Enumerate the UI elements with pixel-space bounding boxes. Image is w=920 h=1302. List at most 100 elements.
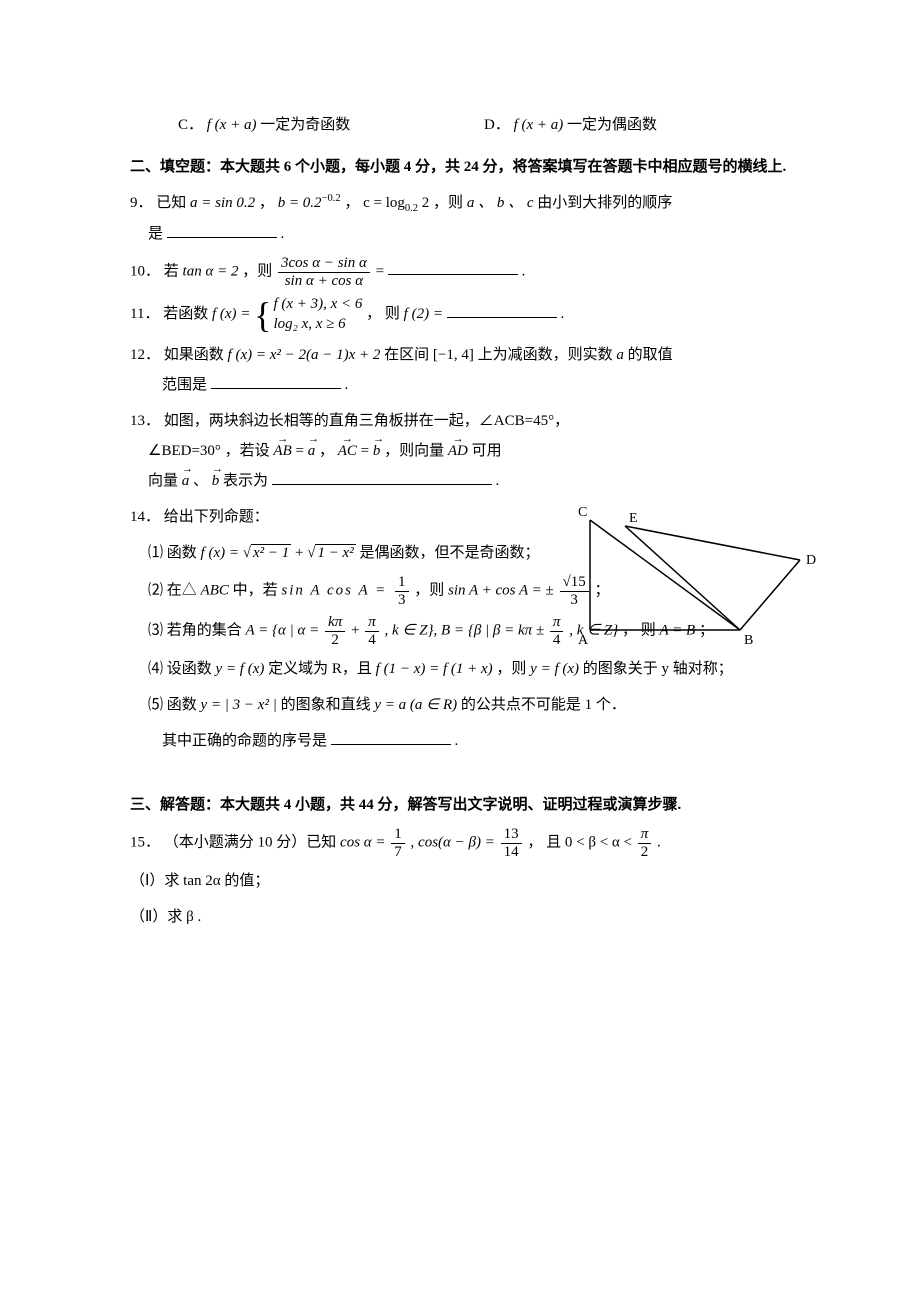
q15-cosA: cos α =: [340, 834, 389, 850]
q13-num: 13．: [130, 413, 160, 429]
q10-pre: 若: [164, 263, 183, 279]
q13-repr: 表示为: [223, 473, 268, 489]
q14-p1-pre: 函数: [167, 545, 201, 561]
q15-pre: （本小题满分 10 分）已知: [164, 834, 340, 850]
q11-fx: f (x) =: [212, 306, 254, 322]
option-d-expr: f (x + a): [514, 117, 564, 133]
q14-p1-tail: 是偶函数，但不是奇函数；: [359, 545, 539, 561]
q12-blank: [211, 373, 341, 389]
q14-p3-A: A = {α | α =: [246, 622, 324, 638]
q11: 11． 若函数 f (x) = { f (x + 3), x < 6 log₂ …: [130, 295, 790, 334]
q15-sep: ,: [411, 834, 419, 850]
q14-p1-fx: f (x) =: [201, 545, 243, 561]
q14-p4-tail: 的图象关于 y 轴对称；: [583, 661, 733, 677]
q11-pre: 若函数: [163, 306, 212, 322]
q11-period: .: [560, 306, 564, 322]
q14-p4-mid2: ，则: [496, 661, 530, 677]
q14-p5-tail: 的公共点不可能是 1 个．: [461, 697, 626, 713]
q13-AC: AC: [338, 436, 357, 466]
q14-p3-fracA: kπ 2: [325, 614, 345, 648]
q15-f1: 1 7: [391, 826, 405, 860]
q14-conc-pre: 其中正确的命题的序号是: [162, 733, 327, 749]
q13-sep: ，: [319, 443, 338, 459]
q10-tan: tan α = 2: [183, 263, 239, 279]
q13-figure: ABCDE: [560, 500, 820, 650]
svg-text:A: A: [578, 633, 589, 648]
q15-range-pre: 0 < β < α <: [565, 834, 636, 850]
q9-c-arg: 2: [418, 195, 429, 211]
q10-blank: [388, 259, 518, 275]
q15-part1: （Ⅰ）求 tan 2α 的值；: [130, 866, 790, 896]
q11-case2: log₂ x, x ≥ 6: [273, 316, 345, 332]
q14-p2-num: ⑵: [148, 582, 163, 598]
option-d-text: 一定为偶函数: [567, 117, 657, 133]
q14-p2-sinApluscosA: sin A + cos A = ±: [448, 582, 557, 598]
q9-sep1: ，: [259, 195, 278, 211]
q9-line2-pre: 是: [148, 226, 163, 242]
q12-a: a: [616, 347, 624, 363]
brace-icon: {: [254, 297, 271, 333]
q14-p5-mid: 的图象和直线: [281, 697, 375, 713]
q10-frac-den: sin α + cos α: [278, 273, 370, 290]
q10: 10． 若 tan α = 2 ，则 3cos α − sin α sin α …: [130, 255, 790, 289]
q9: 9． 已知 a = sin 0.2 ， b = 0.2−0.2 ， c = lo…: [130, 188, 790, 249]
q13-eq2: =: [361, 443, 373, 459]
q13-dot: 、: [193, 473, 212, 489]
option-d-label: D．: [484, 117, 510, 133]
q14-p1-sqrt1: √x² − 1: [243, 538, 292, 568]
q14-p5-ya: y = a (a ∈ R): [374, 697, 457, 713]
q15: 15． （本小题满分 10 分）已知 cos α = 1 7 , cos(α −…: [130, 826, 790, 860]
q13-b2: b: [212, 466, 220, 496]
q14-p3-fracA2: π 4: [365, 614, 379, 648]
q10-frac: 3cos α − sin α sin α + cos α: [278, 255, 370, 289]
option-c: C． f (x + a) 一定为奇函数: [178, 110, 484, 140]
q9-b-exp: −0.2: [322, 193, 341, 204]
section3-heading: 三、解答题：本大题共 4 小题，共 44 分，解答写出文字说明、证明过程或演算步…: [130, 790, 790, 820]
q14-p2-abc: ABC: [201, 582, 229, 598]
svg-text:B: B: [744, 633, 753, 648]
q12-pre: 如果函数: [164, 347, 228, 363]
q13-AB: AB: [273, 436, 291, 466]
q13-tail: 可用: [472, 443, 502, 459]
q12-line2-pre: 范围是: [162, 377, 207, 393]
q15-cosAB: cos(α − β) =: [418, 834, 499, 850]
q14-p4-mid1: 定义域为 R，且: [268, 661, 376, 677]
q14-p2-pre: 在△: [167, 582, 197, 598]
q12-mid: 在区间: [384, 347, 433, 363]
q10-frac-num: 3cos α − sin α: [278, 255, 370, 273]
q13-line3-pre: 向量: [148, 473, 182, 489]
q9-c-pre: c = log: [363, 195, 405, 211]
q14-num: 14．: [130, 509, 160, 525]
q14-p2-mid1: 中，若: [233, 582, 282, 598]
q11-num: 11．: [130, 306, 159, 322]
q9-b-pre: b = 0.2: [278, 195, 322, 211]
q14-conc-blank: [331, 729, 451, 745]
q13-line2-pre: ∠BED=30° ，若设: [148, 443, 273, 459]
q12-num: 12．: [130, 347, 160, 363]
q13-line1: 如图，两块斜边长相等的直角三角板拼在一起，∠ACB=45°，: [164, 413, 569, 429]
q14-conclusion: 其中正确的命题的序号是 .: [162, 726, 790, 756]
q12-tail: 的取值: [628, 347, 673, 363]
q9-a: a = sin 0.2: [190, 195, 255, 211]
q14-p5-num: ⑸: [148, 697, 163, 713]
q14-conc-period: .: [455, 733, 459, 749]
q13-mid: ，则向量: [384, 443, 448, 459]
option-d: D． f (x + a) 一定为偶函数: [484, 110, 790, 140]
q8-options-row: C． f (x + a) 一定为奇函数 D． f (x + a) 一定为偶函数: [178, 110, 790, 140]
section2-heading: 二、填空题：本大题共 6 个小题，每小题 4 分，共 24 分，将答案填写在答题…: [130, 152, 790, 182]
q14-p2-mid2: ，则: [414, 582, 448, 598]
q13-a2: a: [182, 466, 190, 496]
q9-abc: a 、 b 、 c: [467, 195, 534, 211]
q13-a: a: [308, 436, 316, 466]
q14-p1-num: ⑴: [148, 545, 163, 561]
q9-sep2: ，: [344, 195, 363, 211]
q11-f2: f (2) =: [404, 306, 443, 322]
q10-mid: ，则: [242, 263, 276, 279]
q14-p3-num: ⑶: [148, 622, 163, 638]
q13: 13． 如图，两块斜边长相等的直角三角板拼在一起，∠ACB=45°， ∠BED=…: [130, 406, 790, 496]
q13-AD: AD: [448, 436, 468, 466]
q11-cases: { f (x + 3), x < 6 log₂ x, x ≥ 6: [254, 295, 362, 334]
q14-p2-sinAcosA: sin A cos A =: [281, 582, 393, 598]
q14-p4-pre: 设函数: [167, 661, 216, 677]
svg-text:D: D: [806, 553, 816, 568]
